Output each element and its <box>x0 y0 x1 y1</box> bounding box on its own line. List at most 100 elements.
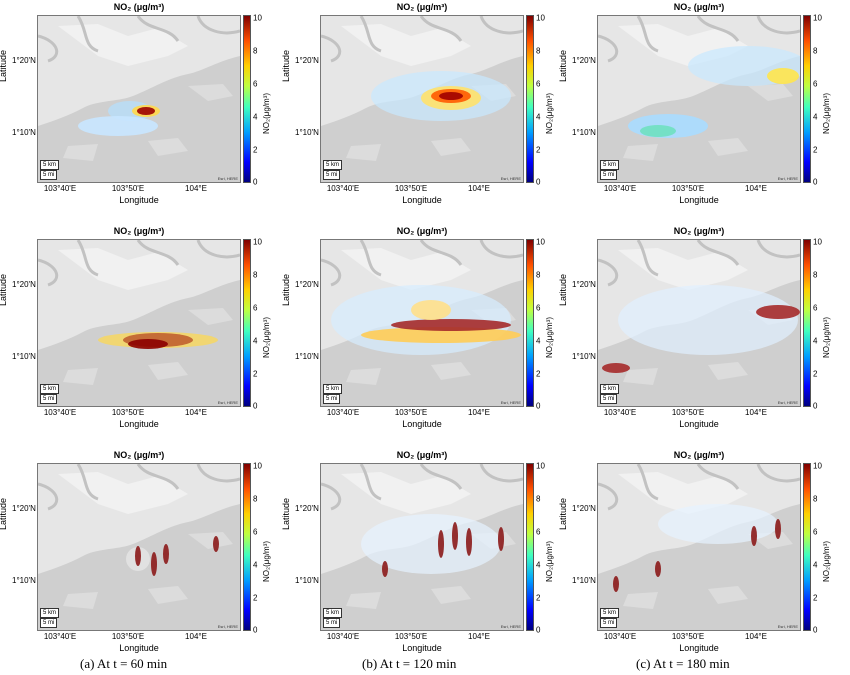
singapore-landmass <box>38 16 240 161</box>
x-tick-label: 103°40'E <box>603 408 637 417</box>
map-attribution: Esri, HERE <box>500 624 521 629</box>
y-tick-label: 1°10'N <box>12 576 36 585</box>
colorbar-tick: 4 <box>253 112 258 122</box>
x-tick-label: 103°50'E <box>111 408 145 417</box>
y-tick-label: 1°10'N <box>572 128 596 137</box>
panel-title: NO₂ (μg/m³) <box>673 2 725 12</box>
y-tick-label: 1°10'N <box>12 128 36 137</box>
map-panel-r1-c2: NO₂ (μg/m³) Latitude 1°20'N 1°10'N 5 km … <box>281 2 554 212</box>
y-tick-label: 1°20'N <box>295 280 319 289</box>
scale-bar-km: 5 km <box>600 608 620 618</box>
colorbar <box>803 15 811 183</box>
y-axis-label: Latitude <box>0 497 8 530</box>
no2-concentration-overlay <box>98 332 218 349</box>
y-axis-label: Latitude <box>558 49 568 82</box>
no2-plume-blob <box>78 116 158 136</box>
map-panel-r2-c3: NO₂ (μg/m³) Latitude 1°20'N 1°10'N 5 km … <box>558 226 831 436</box>
no2-plume-blob <box>128 339 168 349</box>
x-tick-label: 103°50'E <box>394 408 428 417</box>
x-axis-label: Longitude <box>402 195 442 205</box>
colorbar-tick: 10 <box>813 13 822 23</box>
x-tick-label: 104°E <box>745 408 767 417</box>
no2-concentration-overlay <box>602 285 800 373</box>
x-tick-label: 103°50'E <box>111 632 145 641</box>
x-tick-label: 103°40'E <box>326 184 360 193</box>
x-axis-label: Longitude <box>119 419 159 429</box>
colorbar-label: NO₂(μg/m³) <box>262 92 271 134</box>
scale-bar-km: 5 km <box>40 384 60 394</box>
panel-title: NO₂ (μg/m³) <box>113 226 165 236</box>
panel-title: NO₂ (μg/m³) <box>673 226 725 236</box>
x-tick-label: 103°50'E <box>671 184 705 193</box>
colorbar-tick: 6 <box>253 303 258 313</box>
basemap: 5 km 5 mi Esri, HERE <box>37 239 241 407</box>
no2-plume-blob <box>137 107 155 115</box>
map-attribution: Esri, HERE <box>777 624 798 629</box>
y-axis-label: Latitude <box>0 273 8 306</box>
panel-title: NO₂ (μg/m³) <box>396 226 448 236</box>
scale-bar-km: 5 km <box>40 608 60 618</box>
no2-concentration-overlay <box>613 504 781 592</box>
x-tick-label: 103°40'E <box>43 184 77 193</box>
no2-plume-blob <box>466 528 472 556</box>
colorbar-tick: 4 <box>253 560 258 570</box>
basemap: 5 km 5 mi Esri, HERE <box>320 15 524 183</box>
scale-bar-km: 5 km <box>323 384 343 394</box>
no2-plume-blob <box>163 544 169 564</box>
map-panel-r3-c1: NO₂ (μg/m³) Latitude 1°20'N 1°10'N 5 km … <box>0 450 271 660</box>
map-attribution: Esri, HERE <box>217 400 238 405</box>
y-tick-label: 1°10'N <box>295 576 319 585</box>
map-panel-r3-c3: NO₂ (μg/m³) Latitude 1°20'N 1°10'N 5 km … <box>558 450 831 660</box>
x-tick-label: 104°E <box>468 184 490 193</box>
no2-plume-blob <box>438 530 444 558</box>
y-tick-label: 1°10'N <box>12 352 36 361</box>
x-tick-label: 104°E <box>185 408 207 417</box>
scale-bar-mi: 5 mi <box>323 170 341 180</box>
no2-plume-blob <box>640 125 676 137</box>
colorbar-tick: 4 <box>813 560 818 570</box>
scale-bar-mi: 5 mi <box>40 394 58 404</box>
y-tick-label: 1°20'N <box>12 280 36 289</box>
no2-concentration-overlay <box>628 46 800 138</box>
colorbar-tick: 2 <box>253 369 258 379</box>
colorbar-label: NO₂(μg/m³) <box>545 92 554 134</box>
x-tick-label: 104°E <box>185 184 207 193</box>
map-panel-r3-c2: NO₂ (μg/m³) Latitude 1°20'N 1°10'N 5 km … <box>281 450 554 660</box>
colorbar-tick: 10 <box>253 13 262 23</box>
colorbar-tick: 8 <box>813 270 818 280</box>
map-panel-r1-c1: NO₂ (μg/m³) Latitude 1°20'N 1°10'N 5 km … <box>0 2 271 212</box>
no2-plume-blob <box>361 327 521 343</box>
scale-bar-mi: 5 mi <box>600 170 618 180</box>
y-axis-label: Latitude <box>558 497 568 530</box>
caption-c: (c) At t = 180 min <box>636 656 730 671</box>
colorbar-tick: 8 <box>253 46 258 56</box>
x-tick-label: 103°50'E <box>394 184 428 193</box>
x-axis-label: Longitude <box>402 643 442 653</box>
colorbar <box>803 463 811 631</box>
x-tick-label: 103°40'E <box>603 632 637 641</box>
colorbar-tick: 6 <box>813 79 818 89</box>
colorbar <box>526 239 534 407</box>
colorbar-label: NO₂(μg/m³) <box>822 316 831 358</box>
colorbar-tick: 6 <box>536 527 541 537</box>
colorbar-tick: 2 <box>813 369 818 379</box>
y-tick-label: 1°20'N <box>572 280 596 289</box>
colorbar-tick: 6 <box>253 527 258 537</box>
no2-concentration-overlay <box>126 536 219 576</box>
basemap: 5 km 5 mi Esri, HERE <box>597 15 801 183</box>
colorbar-tick: 2 <box>253 593 258 603</box>
colorbar-tick: 0 <box>253 625 258 635</box>
x-tick-label: 103°50'E <box>394 632 428 641</box>
colorbar-tick: 0 <box>813 177 818 187</box>
colorbar-tick: 0 <box>536 177 541 187</box>
basemap: 5 km 5 mi Esri, HERE <box>37 15 241 183</box>
colorbar-tick: 4 <box>536 112 541 122</box>
colorbar-label: NO₂(μg/m³) <box>822 540 831 582</box>
colorbar-label: NO₂(μg/m³) <box>545 316 554 358</box>
panel-title: NO₂ (μg/m³) <box>396 450 448 460</box>
no2-concentration-overlay <box>331 285 521 355</box>
y-tick-label: 1°20'N <box>295 504 319 513</box>
no2-plume-blob <box>756 305 800 319</box>
x-tick-label: 104°E <box>468 408 490 417</box>
colorbar <box>803 239 811 407</box>
